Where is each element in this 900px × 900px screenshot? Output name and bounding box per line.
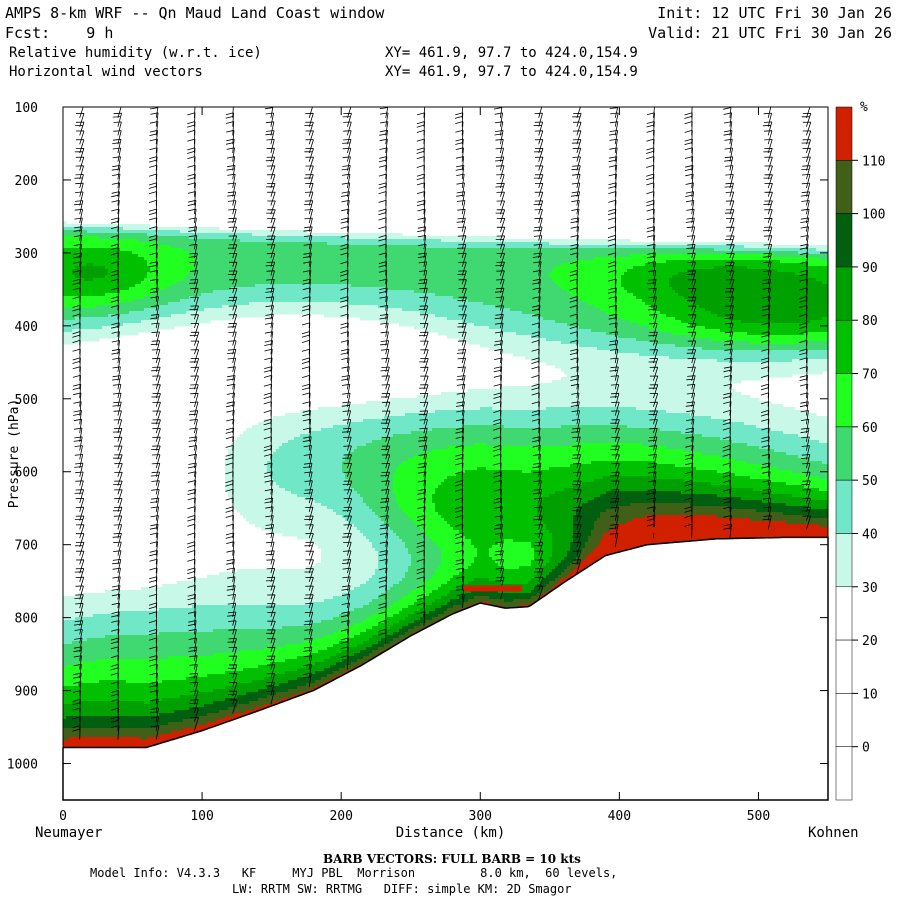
plot-frame [62,106,829,801]
colorbar-swatch [835,533,853,588]
rh-max-patch [630,527,669,534]
x-tick-label: 500 [747,809,770,824]
colorbar-swatch [835,426,853,481]
colorbar-swatch [835,106,853,161]
colorbar-swatch [835,319,853,374]
colorbar-label: 100 [862,208,885,223]
x-tick-label: 300 [469,809,492,824]
y-tick-label: 100 [15,101,38,116]
y-tick-label: 300 [15,247,38,262]
init-time: Init: 12 UTC Fri 30 Jan 26 [657,4,892,22]
y-tick-label: 1000 [7,758,38,773]
y-tick-label: 400 [15,320,38,335]
x-tick-label: 0 [59,809,67,824]
y-tick-label: 800 [15,612,38,627]
y-tick-label: 200 [15,174,38,189]
colorbar-label: 80 [862,314,878,329]
colorbar-label: 110 [862,154,885,169]
chart-title: AMPS 8-km WRF -- Qn Maud Land Coast wind… [5,4,385,22]
field-2-xy: XY= 461.9, 97.7 to 424.0,154.9 [385,64,638,80]
colorbar-swatch [835,586,853,641]
colorbar-swatch [835,693,853,747]
wind-barbs [72,107,812,740]
colorbar-unit: % [860,100,868,115]
field-1-xy: XY= 461.9, 97.7 to 424.0,154.9 [385,45,638,61]
colorbar-swatch [835,213,853,268]
x-axis-label: Distance (km) [396,825,506,841]
colorbar-swatch [835,266,853,321]
colorbar-swatch [835,639,853,694]
valid-time: Valid: 21 UTC Fri 30 Jan 26 [648,24,892,42]
colorbar-label: 20 [862,634,878,649]
barb-legend: BARB VECTORS: FULL BARB = 10 kts [323,852,581,866]
colorbar-label: 50 [862,474,878,489]
rh-contour-fill [63,221,828,800]
colorbar-label: 60 [862,421,878,436]
colorbar-swatch [835,746,853,801]
y-tick-label: 900 [15,685,38,700]
colorbar-label: 70 [862,368,878,383]
colorbar-swatch [835,479,853,534]
y-tick-label: 700 [15,539,38,554]
rh-max-patch [463,585,522,592]
colorbar-swatch [835,373,853,428]
x-right-label: Kohnen [808,825,859,841]
colorbar-label: 0 [862,741,870,756]
colorbar-label: 10 [862,687,878,702]
x-left-label: Neumayer [35,825,102,841]
model-info: Model Info: V4.3.3 KF MYJ PBL Morrison 8… [90,866,618,880]
x-tick-label: 100 [190,809,213,824]
colorbar-label: 90 [862,261,878,276]
colorbar-label: 30 [862,581,878,596]
x-tick-label: 200 [329,809,352,824]
y-tick-label: 600 [15,466,38,481]
physics-info: LW: RRTM SW: RRTMG DIFF: simple KM: 2D S… [232,882,572,896]
y-tick-label: 500 [15,393,38,408]
field-2-label: Horizontal wind vectors [9,64,203,80]
x-tick-label: 400 [608,809,631,824]
colorbar-label: 40 [862,527,878,542]
colorbar-swatch [835,160,853,214]
field-1-label: Relative humidity (w.r.t. ice) [9,45,262,61]
terrain-surface [62,536,829,801]
forecast-hour: Fcst: 9 h [5,24,114,42]
y-axis-label: Pressure (hPa) [7,399,22,509]
